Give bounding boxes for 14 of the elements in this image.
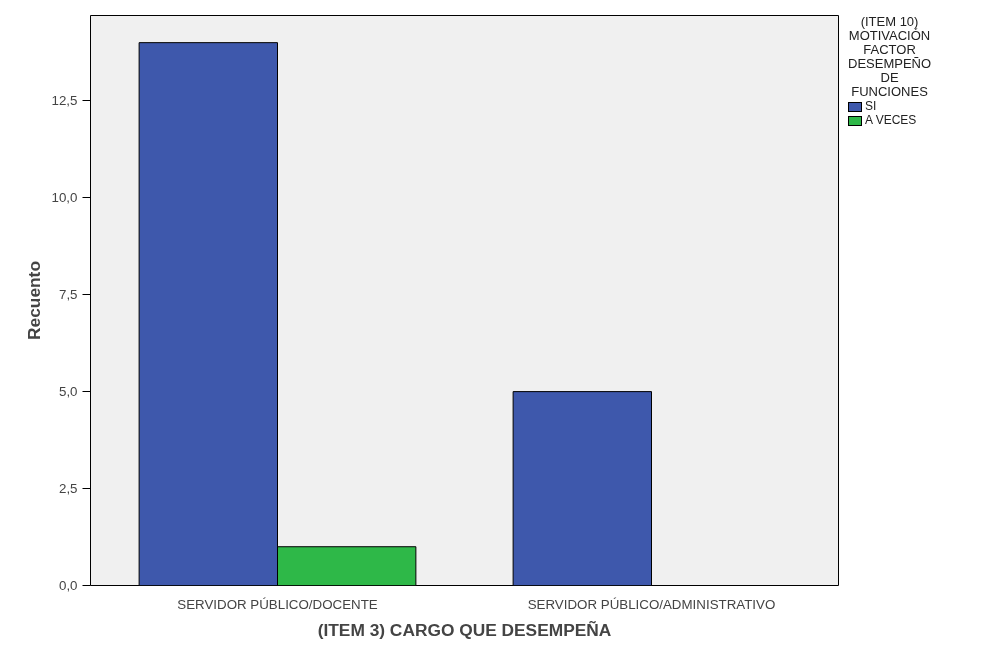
y-tick-label: 0,0 <box>58 578 78 593</box>
y-tick-label: 7,5 <box>58 287 78 303</box>
x-axis-title: (ITEM 3) CARGO QUE DESEMPEÑA <box>317 619 612 640</box>
legend-label: SI <box>864 99 878 113</box>
x-tick-label: SERVIDOR PÚBLICO/DOCENTE <box>177 596 378 612</box>
bar <box>512 391 652 586</box>
y-tick-label: 5,0 <box>58 384 78 400</box>
x-tick-label: SERVIDOR PÚBLICO/ADMINISTRATIVO <box>527 596 776 612</box>
y-tick-label: 2,5 <box>58 481 78 497</box>
y-tick-label: 12,5 <box>51 93 78 109</box>
y-tick-label: 10,0 <box>51 190 78 206</box>
legend-label: A VECES <box>864 113 918 127</box>
y-axis-title: Recuento <box>23 261 44 340</box>
legend-title: (ITEM 10) MOTIVACIÓN FACTOR DESEMPEÑO DE FUNCIONES <box>848 14 932 99</box>
